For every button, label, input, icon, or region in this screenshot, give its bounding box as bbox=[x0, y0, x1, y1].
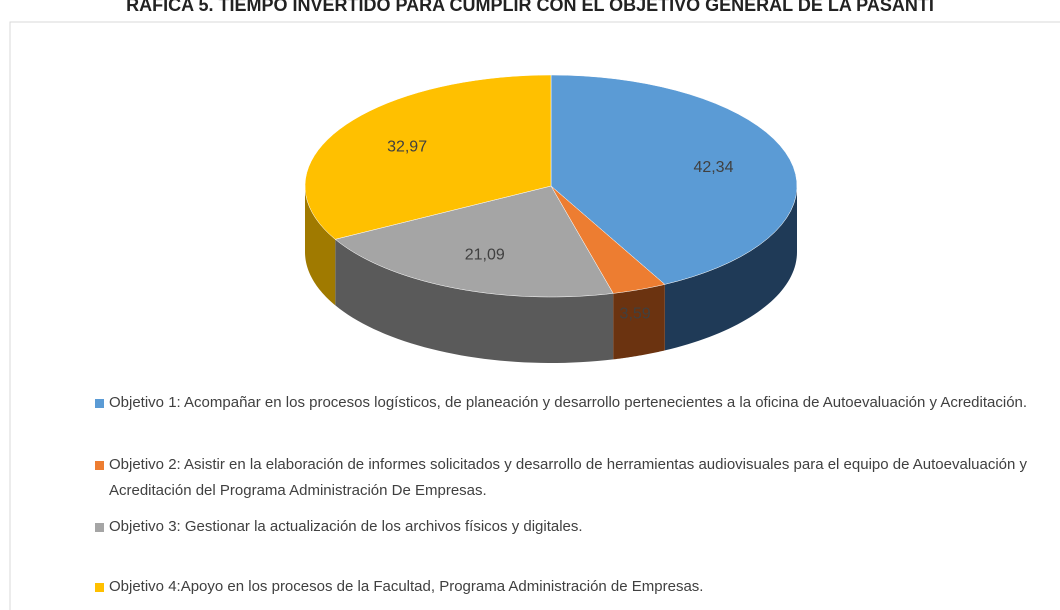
legend-item: Objetivo 1: Acompañar en los procesos lo… bbox=[95, 390, 1039, 416]
slice bbox=[550, 74, 798, 285]
slice-side bbox=[664, 186, 797, 351]
legend-item: Objetivo 2: Asistir en la elaboración de… bbox=[95, 452, 1039, 504]
legend-label: Objetivo 1: Acompañar en los procesos lo… bbox=[109, 394, 1028, 411]
chart-title: RÁFICA 5. TIEMPO INVERTIDO PARA CUMPLIR … bbox=[126, 0, 935, 15]
legend-item: Objetivo 3: Gestionar la actualización d… bbox=[95, 514, 1039, 540]
data-label: 42,34 bbox=[693, 159, 733, 176]
slice-side bbox=[305, 186, 336, 306]
data-label: 21,09 bbox=[465, 247, 505, 264]
legend-swatch bbox=[95, 461, 104, 470]
legend-label: Objetivo 3: Gestionar la actualización d… bbox=[109, 518, 583, 535]
slice bbox=[550, 185, 666, 294]
legend-swatch bbox=[95, 399, 104, 408]
legend-item: Objetivo 4:Apoyo en los procesos de la F… bbox=[95, 574, 1039, 600]
legend-swatch bbox=[95, 523, 104, 532]
slice-side bbox=[335, 239, 614, 363]
data-label: 3,59 bbox=[620, 306, 651, 323]
chart-frame bbox=[9, 21, 1060, 610]
data-label: 32,97 bbox=[387, 139, 427, 156]
slice bbox=[334, 185, 614, 298]
legend-label: Objetivo 2: Asistir en la elaboración de… bbox=[109, 456, 1028, 499]
legend-swatch bbox=[95, 583, 104, 592]
slice-side bbox=[613, 284, 665, 360]
slice bbox=[304, 74, 552, 240]
legend-label: Objetivo 4:Apoyo en los procesos de la F… bbox=[109, 578, 704, 595]
